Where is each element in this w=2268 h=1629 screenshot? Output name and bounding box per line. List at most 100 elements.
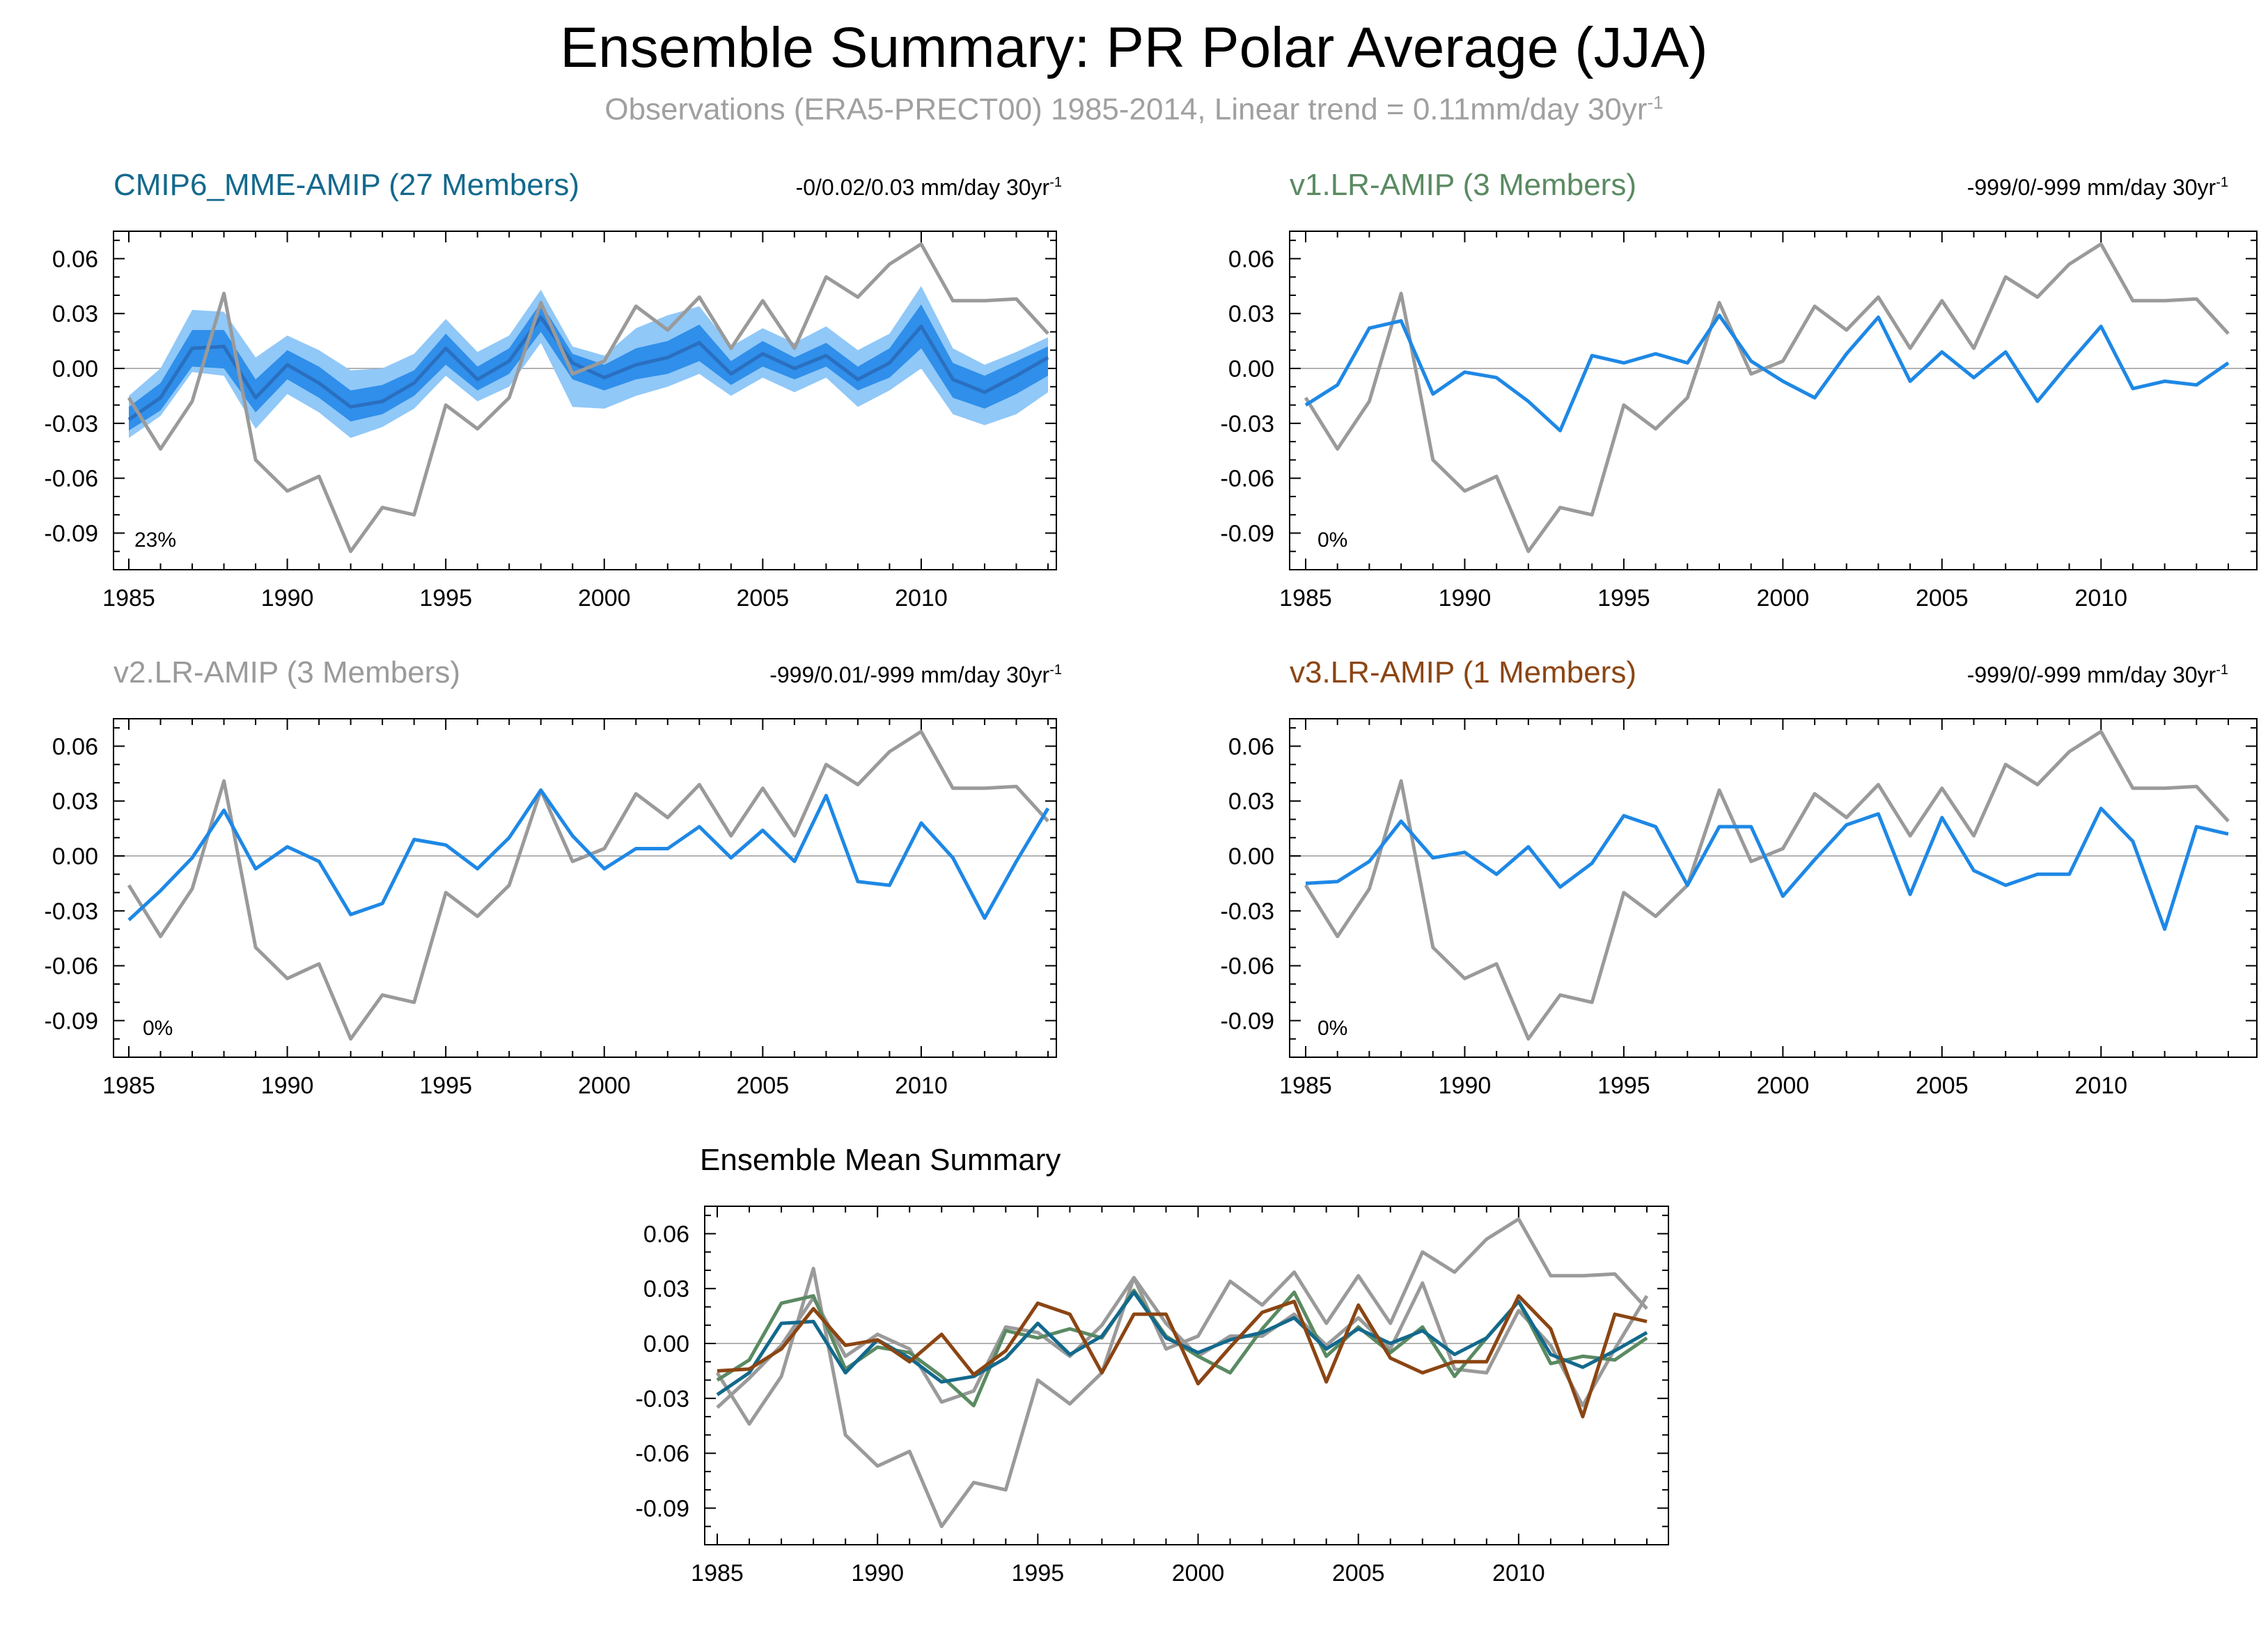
y-tick-label: -0.03 [1221,898,1275,925]
x-tick-label: 2005 [1332,1560,1385,1587]
model-line [127,788,1050,921]
x-tick-label: 1995 [419,1073,472,1099]
figure-subtitle: Observations (ERA5-PRECT00) 1985-2014, L… [0,92,2268,127]
summary-series-line-summary_v2 [716,1276,1649,1409]
observation-line [127,729,1049,1041]
x-tick-label: 1985 [691,1560,744,1587]
x-tick-label: 2010 [895,585,948,611]
y-tick-label: -0.06 [636,1441,690,1467]
y-tick-label: -0.06 [45,466,99,492]
x-tick-label: 1995 [419,585,472,611]
y-tick-label: 0.06 [52,733,98,760]
plot-frame [704,1206,1669,1545]
summary-series-line-summary_v3 [717,1294,1648,1419]
y-tick-label: 0.03 [1228,301,1274,327]
y-tick-label: -0.09 [45,520,99,547]
x-tick-label: 1990 [261,585,314,611]
x-tick-label: 1990 [851,1560,904,1587]
panel-trend-text: -999/0/-999 mm/day 30yr-1 [1967,662,2228,687]
y-tick-label: -0.06 [1221,953,1275,980]
x-tick-label: 1990 [261,1073,314,1099]
panel-title: Ensemble Mean Summary [700,1143,1061,1177]
y-tick-label: 0.06 [1228,246,1274,272]
plot-frame [1289,718,2258,1058]
x-tick-label: 1995 [1597,585,1650,611]
trend-value: -999/0.01/-999 mm/day 30yr [769,662,1049,687]
plot-frame [113,718,1057,1058]
observation-line [127,242,1049,554]
y-tick-label: 0.00 [1228,356,1274,382]
percent-label: 0% [1317,529,1347,552]
x-tick-label: 2000 [1172,1560,1225,1587]
observation-line [1304,729,2230,1041]
y-tick-label: -0.03 [45,411,99,437]
y-tick-label: -0.09 [1221,520,1275,547]
x-tick-label: 1990 [1439,1073,1492,1099]
y-tick-label: 0.00 [52,843,98,870]
model-line [1305,806,2229,931]
panel-title: v2.LR-AMIP (3 Members) [114,655,460,689]
y-tick-label: 0.03 [52,301,98,327]
y-tick-label: 0.03 [52,788,98,815]
x-tick-label: 2000 [578,585,631,611]
y-tick-label: 0.06 [643,1221,689,1247]
panel-trend-text: -999/0/-999 mm/day 30yr-1 [1967,175,2228,200]
y-tick-label: 0.00 [52,356,98,382]
percent-label: 0% [143,1017,173,1040]
x-tick-label: 1985 [102,585,155,611]
y-tick-label: 0.03 [1228,788,1274,815]
panel-trend-text: -999/0.01/-999 mm/day 30yr-1 [769,662,1062,687]
ensemble-mean-line [127,315,1049,421]
y-tick-label: 0.00 [1228,843,1274,870]
trend-value: -0/0.02/0.03 mm/day 30yr [796,175,1050,200]
x-tick-label: 1995 [1012,1560,1065,1587]
x-tick-label: 2005 [1916,585,1969,611]
panel-summary: 1985 1990 1995 2000 2005 2010 0.06 0.03 0.00 -0.0… [636,1143,1669,1587]
panel-v3: 1985 1990 1995 2000 2005 2010 0.06 0.03 0.00 -0.0… [1221,655,2258,1099]
y-tick-label: -0.03 [1221,411,1275,437]
trend-superscript: -1 [1049,662,1062,678]
trend-value: -999/0/-999 mm/day 30yr [1967,175,2216,200]
x-tick-label: 1985 [1279,585,1332,611]
panel-title: v1.LR-AMIP (3 Members) [1290,168,1636,202]
y-tick-label: -0.09 [45,1008,99,1034]
x-tick-label: 2005 [1916,1073,1969,1099]
x-tick-label: 2000 [578,1073,631,1099]
y-tick-label: -0.03 [45,898,99,925]
panel-v2: 1985 1990 1995 2000 2005 2010 0.06 0.03 0.00 -0.0… [45,655,1063,1099]
x-tick-label: 1985 [1279,1073,1332,1099]
y-tick-label: -0.09 [1221,1008,1275,1034]
model-line [1304,313,2230,432]
y-tick-label: -0.06 [1221,466,1275,492]
trend-superscript: -1 [1049,175,1062,190]
x-tick-label: 2005 [737,1073,790,1099]
y-tick-label: 0.06 [1228,733,1274,760]
trend-superscript: -1 [2216,662,2228,678]
panel-trend-text: -0/0.02/0.03 mm/day 30yr-1 [796,175,1062,200]
x-tick-label: 2005 [737,585,790,611]
y-tick-label: -0.03 [636,1386,690,1412]
observation-line [1304,242,2230,554]
panel-v1: 1985 1990 1995 2000 2005 2010 0.06 0.03 0.00 -0.0… [1221,168,2258,611]
x-tick-label: 2000 [1757,585,1810,611]
subtitle-text: Observations (ERA5-PRECT00) 1985-2014, L… [604,92,1648,127]
trend-value: -999/0/-999 mm/day 30yr [1967,662,2216,687]
x-tick-label: 2010 [1492,1560,1545,1587]
panel-title: v3.LR-AMIP (1 Members) [1290,655,1636,689]
summary-series-line-obs [715,1217,1648,1529]
y-tick-label: 0.06 [52,246,98,272]
x-tick-label: 1985 [102,1073,155,1099]
x-tick-label: 1990 [1439,585,1492,611]
figure-title: Ensemble Summary: PR Polar Average (JJA) [560,16,1708,79]
panel-mme: 1985 1990 1995 2000 2005 2010 0.06 0.03 0.00 -0.0… [45,168,1063,611]
x-tick-label: 2010 [895,1073,948,1099]
y-tick-label: 0.00 [643,1331,689,1357]
plot-frame [1289,231,2258,570]
x-tick-label: 2010 [2074,1073,2127,1099]
x-tick-label: 2010 [2074,585,2127,611]
percent-label: 23% [134,529,176,552]
panel-title: CMIP6_MME-AMIP (27 Members) [114,168,579,202]
y-tick-label: 0.03 [643,1276,689,1302]
y-tick-label: -0.06 [45,953,99,980]
